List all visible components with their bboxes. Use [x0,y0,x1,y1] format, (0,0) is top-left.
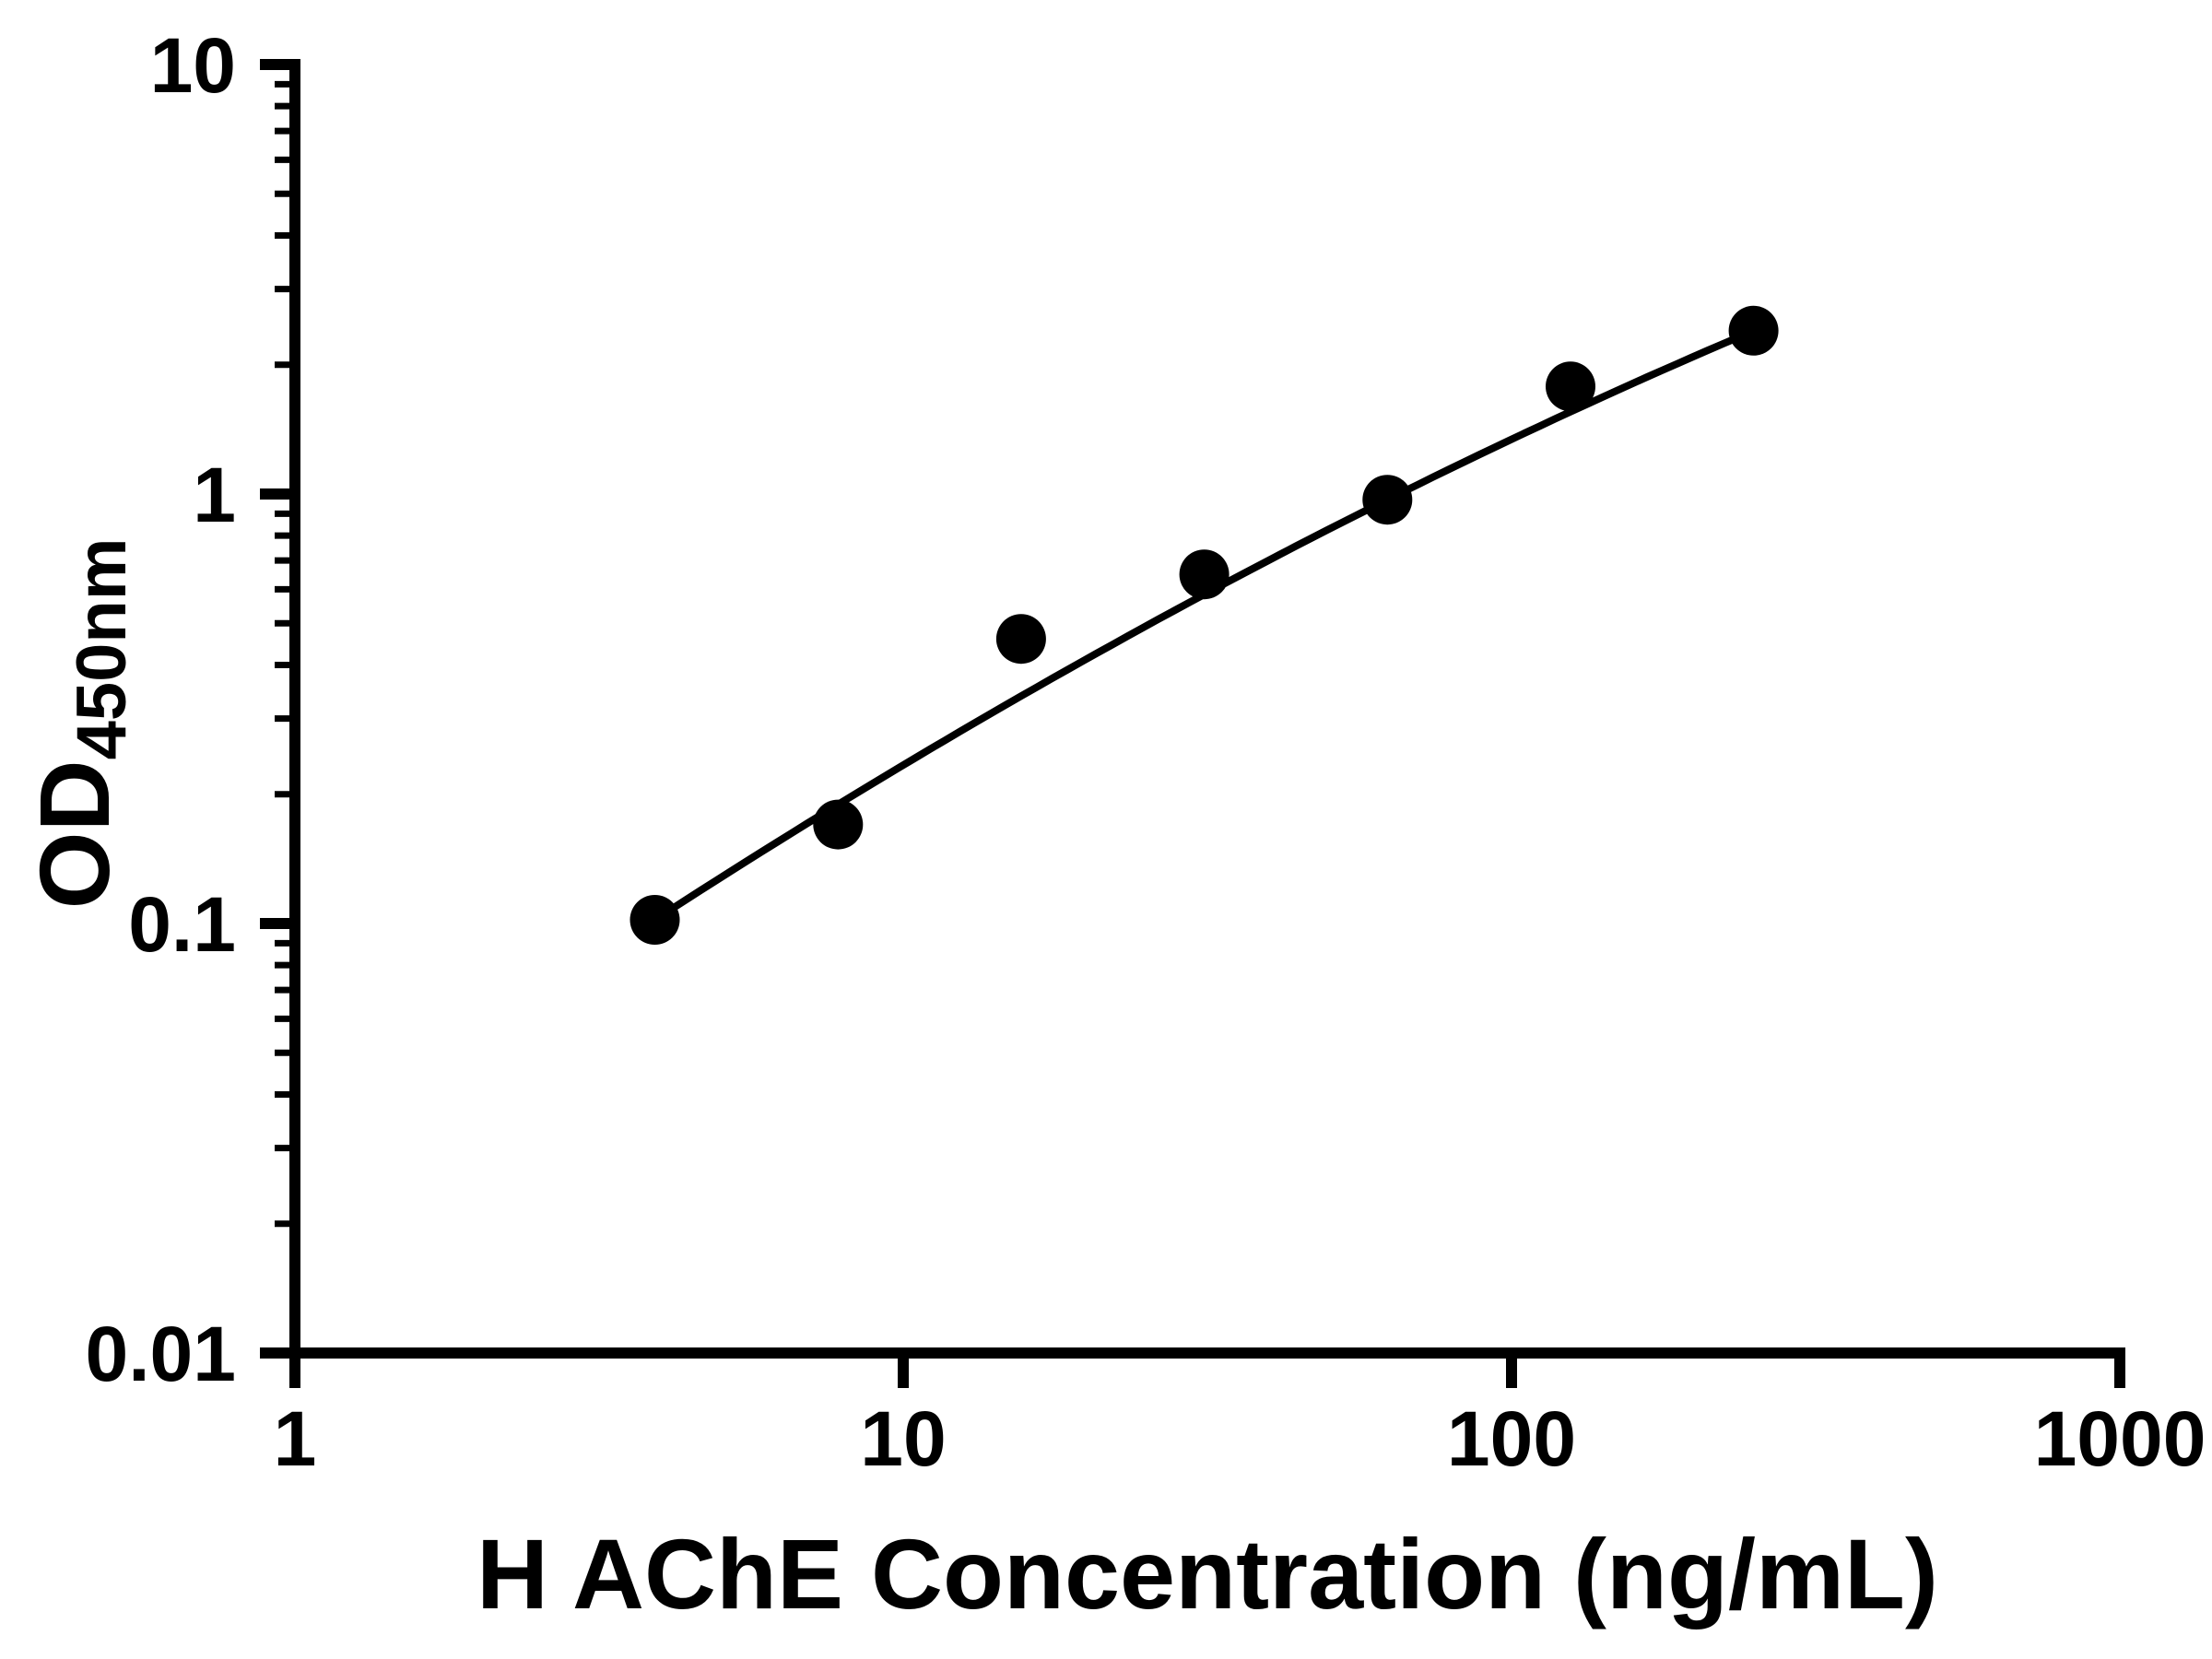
data-point [813,799,864,850]
y-axis-title-sub: 450nm [63,538,141,760]
data-point [629,895,680,945]
x-axis-tick-label: 1000 [2034,1395,2206,1482]
data-point [1362,475,1413,525]
data-layer [629,305,1779,945]
y-axis-tick-label: 1 [193,452,236,538]
data-point [1179,549,1230,600]
axis-lines [289,59,2125,1359]
axes-layer: 1 10 100 1000 10 1 0.1 0.01 [86,22,2206,1482]
x-axis-tick-label: 100 [1447,1395,1576,1482]
x-axis-tick-label: 10 [860,1395,946,1482]
y-axis-title: OD450nm [18,538,141,910]
x-axis-tick-label: 1 [274,1395,317,1482]
y-axis-title-main: OD [18,759,130,909]
x-axis-title: H AChE Concentration (ng/mL) [477,1518,1938,1630]
data-point [995,614,1046,665]
y-axis-tick-label: 0.01 [86,1311,237,1397]
y-axis-tick-label: 0.1 [128,881,236,968]
y-axis-tick-label: 10 [150,22,236,109]
data-point [1728,305,1779,356]
data-point [1546,361,1595,412]
